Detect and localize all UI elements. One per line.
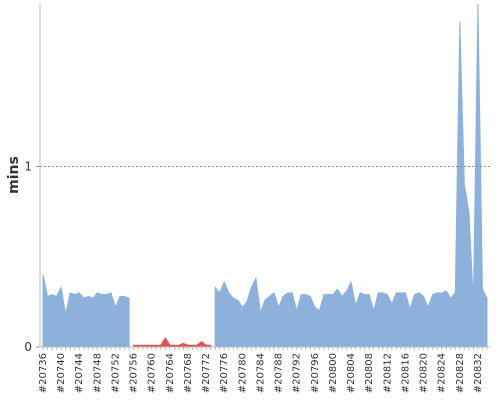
x-tick-label: #20804 [346,353,357,393]
x-tick-label: #20796 [310,353,321,393]
y-axis-label: mins [6,156,22,194]
x-tick-label: #20816 [400,353,411,393]
x-tick-label: #20740 [56,353,67,393]
x-tick-label: #20780 [237,353,248,393]
x-tick-label: #20812 [382,353,393,393]
x-tick-label: #20832 [473,353,484,393]
x-tick-label: #20788 [274,353,285,393]
x-tick-label: #20772 [201,353,212,393]
area [42,4,488,347]
x-tick-label: #20764 [165,353,176,393]
x-tick-label: #20824 [437,353,448,393]
x-tick-label: #20820 [419,353,430,393]
x-tick-label: #20744 [74,353,85,393]
x-tick-label: #20736 [38,353,49,393]
x-tick-label: #20792 [292,353,303,393]
x-tick-label: #20776 [219,353,230,393]
x-tick-label: #20808 [364,353,375,393]
x-tick-label: #20828 [455,353,466,393]
x-tick-label: #20752 [110,353,121,393]
area [133,337,212,347]
y-tick-label: 0 [24,340,32,354]
x-tick-label: #20748 [92,353,103,393]
x-tick-label: #20756 [129,353,140,393]
x-tick-label: #20800 [328,353,339,393]
y-tick-label: 1 [24,159,32,173]
x-tick-label: #20784 [255,353,266,393]
x-tick-label: #20768 [183,353,194,393]
x-tick-label: #20760 [147,353,158,393]
